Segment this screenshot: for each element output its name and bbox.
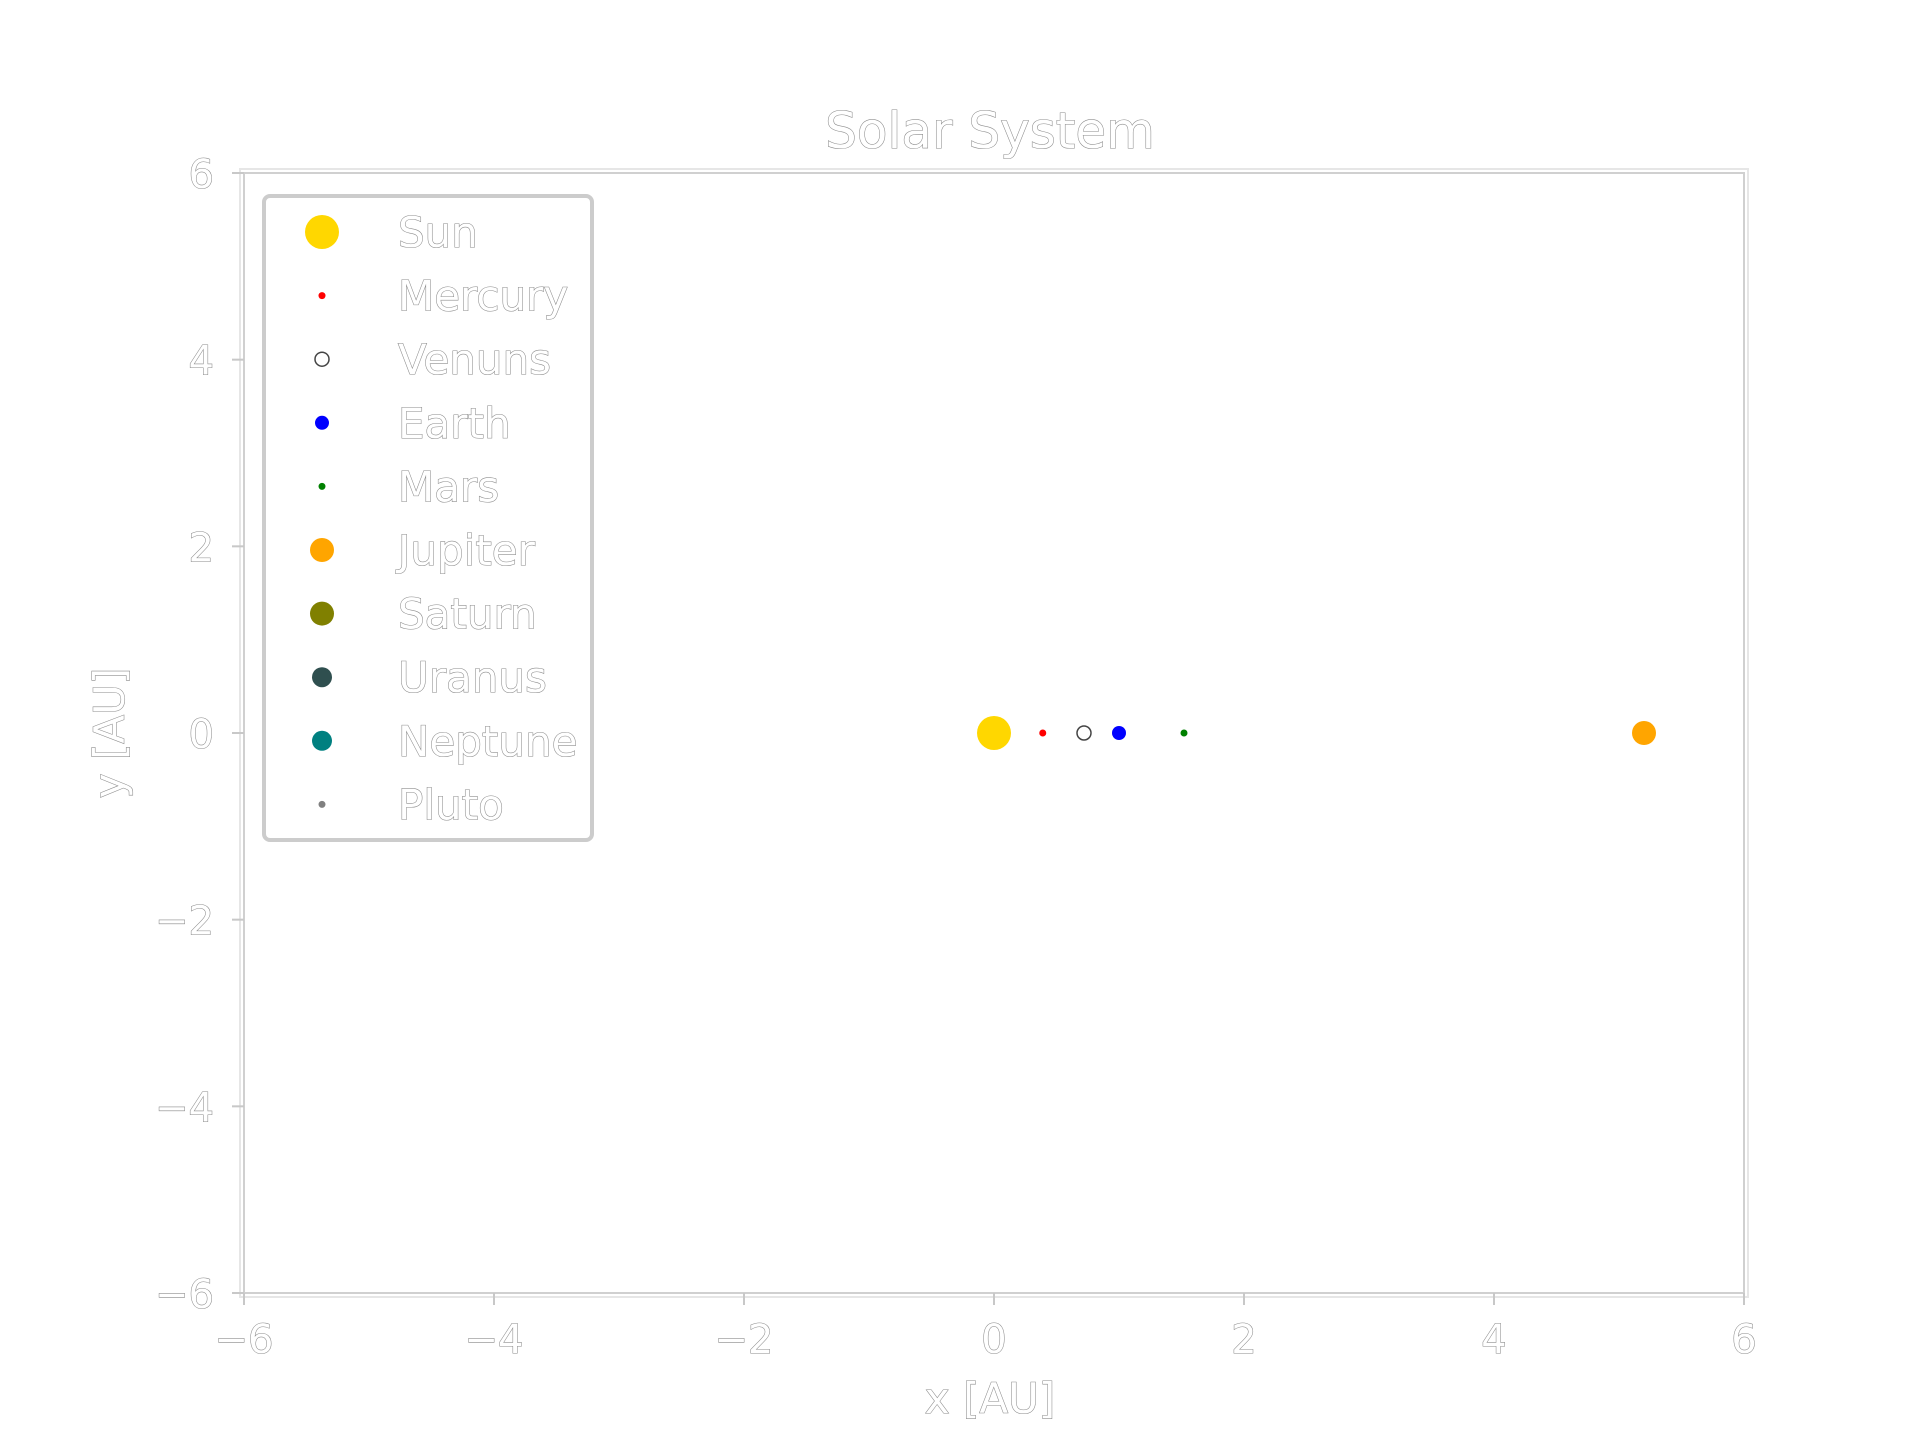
legend-marker-uranus [312, 667, 332, 688]
x-tick-label: −6 [215, 1317, 274, 1363]
legend-box [262, 194, 594, 842]
x-tick-label: 0 [981, 1317, 1006, 1363]
y-tick-label: −6 [155, 1272, 214, 1318]
legend-label-mars: Mars [398, 462, 499, 511]
legend-label-uranus: Uranus [398, 653, 547, 702]
x-tick-label: −2 [715, 1317, 774, 1363]
point-mercury [1039, 729, 1047, 737]
point-jupiter [1632, 721, 1656, 745]
y-tick-label: −2 [155, 899, 214, 945]
x-tick-label: 4 [1481, 1317, 1506, 1363]
point-mars [1180, 729, 1188, 737]
point-earth [1112, 726, 1126, 740]
x-axis: −6 −4 −2 0 2 4 6 [214, 1293, 1757, 1364]
y-tick-label: 6 [189, 152, 214, 198]
legend-label-neptune: Neptune [398, 717, 577, 766]
y-tick-label: 4 [189, 339, 214, 385]
y-tick-label: 0 [189, 712, 214, 758]
y-tick-label: −4 [155, 1085, 214, 1131]
legend-marker-earth [315, 415, 329, 430]
legend-label-pluto: Pluto [398, 780, 504, 829]
legend-marker-pluto [318, 800, 326, 808]
legend-label-saturn: Saturn [398, 590, 537, 639]
x-tick-label: −4 [465, 1317, 524, 1363]
data-points [977, 716, 1656, 750]
x-axis-label: x [AU] [925, 1374, 1055, 1423]
point-sun [977, 716, 1011, 750]
y-axis-label: y [AU] [85, 668, 134, 798]
legend-marker-mars [318, 482, 326, 490]
legend-marker-neptune [312, 730, 332, 751]
legend-marker-venuns [314, 351, 330, 367]
legend-items: Sun Mercury Venuns Earth Mars Jupiter Saturn Ur… [305, 207, 578, 830]
legend-label-mercury: Mercury [398, 272, 568, 321]
legend-marker-mercury [318, 292, 326, 300]
legend-label-sun: Sun [398, 208, 478, 257]
legend-label-jupiter: Jupiter [395, 526, 536, 575]
x-tick-label: 6 [1731, 1317, 1756, 1363]
legend-label-earth: Earth [398, 399, 511, 448]
y-axis: −6 −4 −2 0 2 4 6 [154, 151, 244, 1319]
y-tick-label: 2 [189, 525, 214, 571]
point-venuns [1076, 725, 1092, 741]
legend-marker-sun [305, 215, 339, 249]
legend-label-venuns: Venuns [398, 335, 551, 384]
legend: Sun Mercury Venuns Earth Mars Jupiter Saturn Ur… [262, 194, 594, 842]
legend-marker-saturn [310, 601, 334, 626]
chart-title: Solar System [825, 102, 1155, 160]
legend-marker-jupiter [310, 538, 334, 562]
x-tick-label: 2 [1231, 1317, 1256, 1363]
